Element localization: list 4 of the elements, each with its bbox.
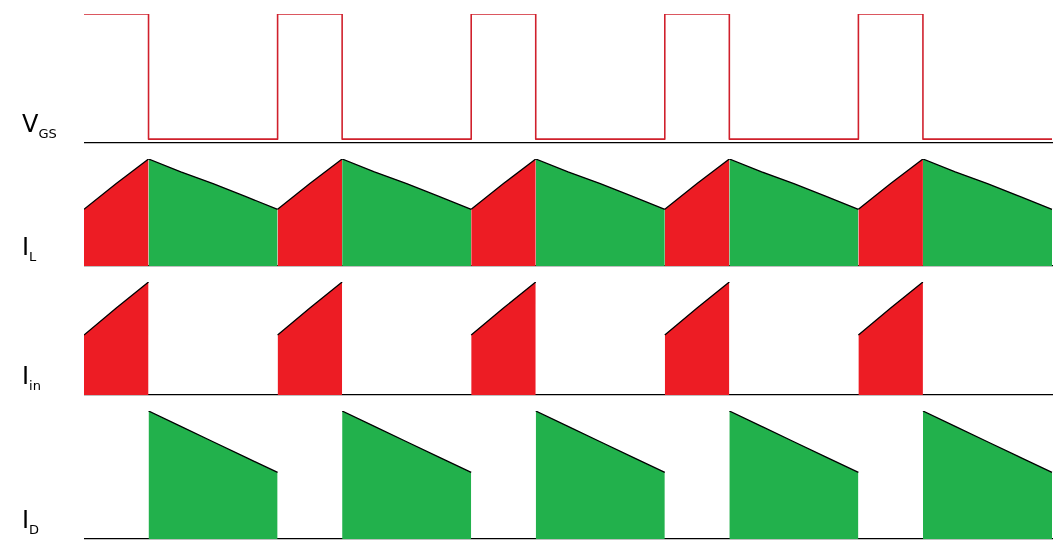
y-axis-title: I$_{D}$ [21, 506, 41, 539]
y-axis-title: I$_{L}$ [21, 233, 38, 266]
y-axis-title: V$_{GS}$ [21, 110, 58, 143]
y-axis-title: I$_{in}$ [21, 362, 42, 395]
